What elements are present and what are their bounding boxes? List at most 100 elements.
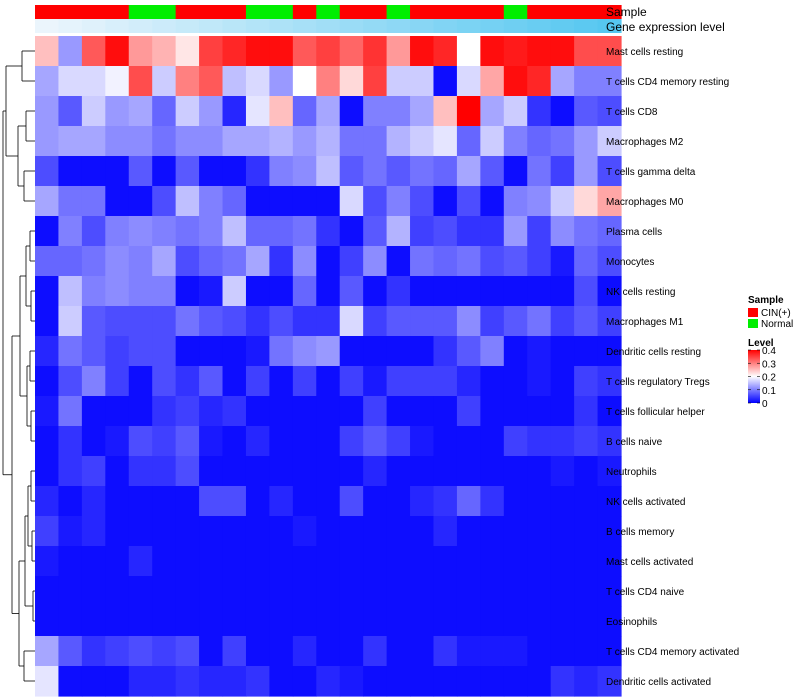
heatmap-cell [245, 36, 270, 67]
heatmap-cell [199, 636, 224, 667]
sample-cell [363, 5, 388, 19]
heatmap-cell [316, 486, 341, 517]
heatmap-cell [574, 336, 599, 367]
heatmap-cell [222, 276, 247, 307]
heatmap-cell [152, 606, 177, 637]
heatmap-cell [480, 336, 505, 367]
heatmap-cell [480, 186, 505, 217]
heatmap-cell [199, 366, 224, 397]
heatmap-cell [81, 306, 106, 337]
heatmap-cell [35, 576, 60, 607]
heatmap-cells [35, 36, 622, 697]
heatmap-cell [128, 156, 153, 187]
heatmap-cell [574, 546, 599, 577]
heatmap-cell [527, 666, 552, 697]
heatmap-cell [245, 156, 270, 187]
heatmap-cell [316, 426, 341, 457]
heatmap-cell [175, 546, 200, 577]
heatmap-cell [222, 426, 247, 457]
heatmap-cell [269, 426, 294, 457]
row-label: NK cells activated [606, 497, 685, 508]
heatmap-cell [386, 666, 411, 697]
heatmap-cell [269, 396, 294, 427]
heatmap-cell [199, 456, 224, 487]
heatmap-cell [269, 276, 294, 307]
heatmap-cell [410, 636, 435, 667]
heatmap-cell [550, 246, 575, 277]
heatmap-cell [574, 666, 599, 697]
heatmap-cell [550, 126, 575, 157]
heatmap-cell [245, 336, 270, 367]
legend-tick-label: 0.2 [762, 373, 776, 384]
heatmap-cell [550, 306, 575, 337]
heatmap-cell [597, 276, 622, 307]
heatmap-cell [105, 396, 130, 427]
heatmap-cell [456, 66, 481, 97]
heatmap-cell [35, 246, 60, 277]
heatmap-cell [152, 546, 177, 577]
expression-cell [433, 19, 458, 33]
heatmap-cell [597, 366, 622, 397]
heatmap-cell [105, 486, 130, 517]
heatmap-cell [152, 246, 177, 277]
expression-cell [480, 19, 505, 33]
heatmap-cell [35, 456, 60, 487]
heatmap-cell [339, 246, 364, 277]
heatmap-cell [550, 66, 575, 97]
heatmap-cell [222, 636, 247, 667]
heatmap-cell [527, 36, 552, 67]
heatmap-cell [574, 396, 599, 427]
heatmap-cell [105, 96, 130, 127]
expression-cell [574, 19, 599, 33]
heatmap-cell [386, 396, 411, 427]
heatmap-cell [175, 456, 200, 487]
heatmap-cell [597, 66, 622, 97]
heatmap-cell [152, 396, 177, 427]
heatmap-cell [597, 156, 622, 187]
heatmap-cell [386, 276, 411, 307]
heatmap-cell [386, 336, 411, 367]
heatmap-cell [433, 546, 458, 577]
sample-cell [456, 5, 481, 19]
heatmap-cell [292, 636, 317, 667]
heatmap-cell [292, 516, 317, 547]
heatmap-cell [199, 666, 224, 697]
heatmap-cell [269, 576, 294, 607]
heatmap-cell [410, 546, 435, 577]
heatmap-cell [456, 426, 481, 457]
heatmap-cell [574, 366, 599, 397]
heatmap-cell [456, 546, 481, 577]
heatmap-cell [81, 636, 106, 667]
heatmap-cell [58, 456, 83, 487]
heatmap-cell [433, 126, 458, 157]
heatmap-cell [574, 576, 599, 607]
heatmap-cell [480, 306, 505, 337]
heatmap-cell [316, 306, 341, 337]
heatmap-cell [410, 306, 435, 337]
heatmap-cell [316, 576, 341, 607]
heatmap-cell [433, 396, 458, 427]
heatmap-cell [480, 276, 505, 307]
heatmap-cell [222, 546, 247, 577]
expression-cell [175, 19, 200, 33]
heatmap-cell [527, 336, 552, 367]
heatmap-cell [292, 246, 317, 277]
heatmap-cell [35, 126, 60, 157]
heatmap-cell [128, 306, 153, 337]
heatmap-cell [245, 246, 270, 277]
heatmap-cell [386, 486, 411, 517]
heatmap-cell [480, 516, 505, 547]
heatmap-cell [574, 276, 599, 307]
heatmap-cell [456, 216, 481, 247]
heatmap-cell [597, 516, 622, 547]
sample-cell [316, 5, 341, 19]
heatmap-cell [456, 366, 481, 397]
heatmap-cell [81, 186, 106, 217]
sample-cell [175, 5, 200, 19]
heatmap-cell [152, 336, 177, 367]
heatmap-cell [152, 576, 177, 607]
sample-cell [550, 5, 575, 19]
heatmap-cell [292, 276, 317, 307]
heatmap-cell [152, 126, 177, 157]
heatmap-cell [480, 216, 505, 247]
